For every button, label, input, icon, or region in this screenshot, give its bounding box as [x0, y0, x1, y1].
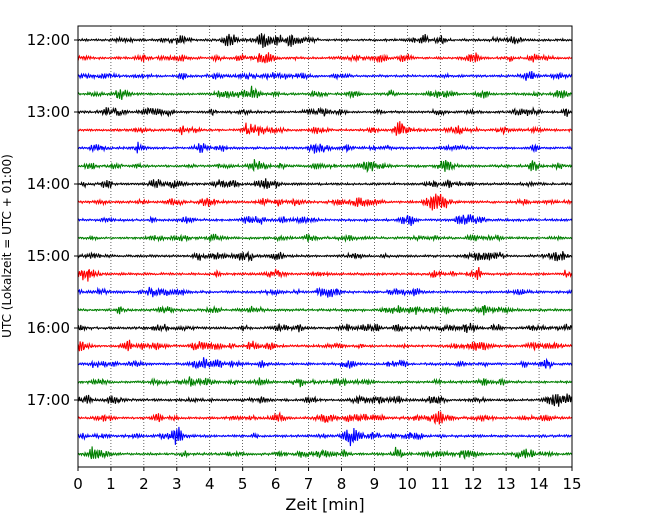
- y-tick-label: 15:00: [27, 247, 70, 265]
- x-tick-label: 4: [205, 475, 215, 493]
- y-axis-label: UTC (Lokalzeit = UTC + 01:00): [0, 154, 14, 338]
- x-tick-label: 0: [73, 475, 83, 493]
- trace-1245: [77, 85, 573, 100]
- x-tick-label: 2: [139, 475, 149, 493]
- x-tick-label: 14: [530, 475, 549, 493]
- trace-1430: [77, 214, 573, 226]
- trace-1615: [77, 339, 573, 352]
- trace-1545: [77, 304, 573, 316]
- trace-1200: [77, 33, 573, 49]
- x-tick-label: 5: [238, 475, 248, 493]
- trace-1645: [77, 376, 573, 388]
- trace-1700: [78, 393, 573, 407]
- trace-1630: [77, 357, 573, 370]
- y-tick-label: 13:00: [27, 103, 70, 121]
- y-axis: 12:00 13:00 14:00 15:00 16:00 17:00: [27, 31, 78, 409]
- trace-1345: [77, 159, 573, 174]
- trace-1400: [77, 178, 573, 190]
- trace-1600: [77, 322, 573, 334]
- trace-1715: [77, 410, 573, 426]
- trace-1500: [77, 250, 573, 263]
- x-tick-label: 12: [464, 475, 483, 493]
- plot-frame: [77, 25, 573, 468]
- x-axis-label: Zeit [min]: [285, 495, 364, 514]
- trace-1745: [77, 446, 573, 460]
- y-tick-label: 12:00: [27, 31, 70, 49]
- trace-1230: [77, 71, 573, 82]
- y-tick-label: 14:00: [27, 175, 70, 193]
- x-axis: 0 1 2 3 4 5 6 7 8 9 10 11 12 13 14 15: [73, 467, 582, 493]
- trace-1445: [77, 233, 573, 243]
- x-tick-label: 1: [106, 475, 116, 493]
- x-tick-label: 3: [172, 475, 182, 493]
- x-tick-label: 7: [304, 475, 314, 493]
- trace-1515: [77, 267, 573, 282]
- x-tick-label: 13: [497, 475, 516, 493]
- trace-1315: [77, 121, 573, 136]
- x-tick-label: 9: [370, 475, 380, 493]
- trace-1300: [77, 106, 573, 118]
- y-tick-label: 16:00: [27, 319, 70, 337]
- trace-1730: [77, 426, 573, 447]
- trace-1530: [77, 286, 573, 298]
- trace-1415: [77, 193, 573, 211]
- x-tick-label: 15: [562, 475, 581, 493]
- y-tick-label: 17:00: [27, 391, 70, 409]
- x-tick-label: 10: [398, 475, 417, 493]
- x-tick-label: 8: [337, 475, 347, 493]
- x-tick-label: 6: [271, 475, 281, 493]
- trace-layer: [77, 33, 573, 460]
- trace-1215: [77, 52, 573, 64]
- x-tick-label: 11: [431, 475, 450, 493]
- trace-1330: [77, 141, 573, 154]
